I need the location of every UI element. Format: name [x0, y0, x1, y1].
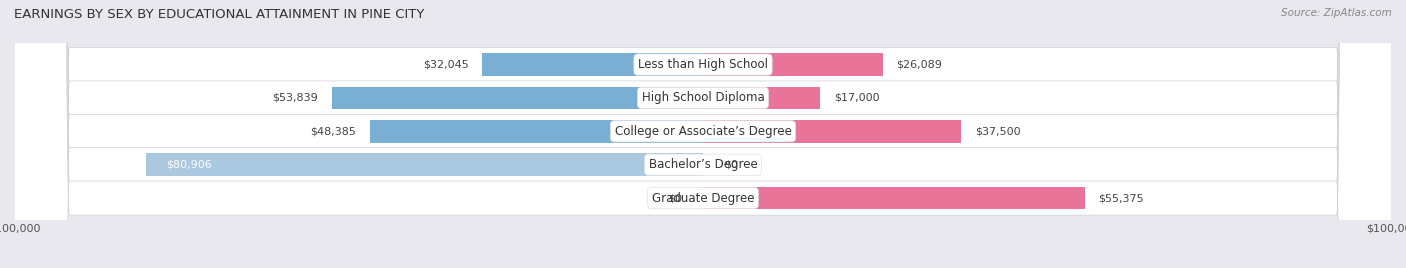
- Text: Source: ZipAtlas.com: Source: ZipAtlas.com: [1281, 8, 1392, 18]
- Bar: [146, 153, 703, 176]
- Text: Bachelor’s Degree: Bachelor’s Degree: [648, 158, 758, 171]
- Text: $55,375: $55,375: [1098, 193, 1144, 203]
- Bar: [703, 87, 820, 109]
- FancyBboxPatch shape: [14, 0, 1392, 268]
- FancyBboxPatch shape: [14, 0, 1392, 268]
- Text: $48,385: $48,385: [309, 126, 356, 136]
- Bar: [482, 53, 703, 76]
- Text: $0: $0: [724, 160, 738, 170]
- Text: High School Diploma: High School Diploma: [641, 91, 765, 105]
- Text: $80,906: $80,906: [166, 160, 212, 170]
- Bar: [703, 53, 883, 76]
- Text: $37,500: $37,500: [976, 126, 1021, 136]
- Text: $32,045: $32,045: [423, 59, 468, 70]
- Text: College or Associate’s Degree: College or Associate’s Degree: [614, 125, 792, 138]
- Bar: [370, 120, 703, 143]
- Text: Graduate Degree: Graduate Degree: [652, 192, 754, 204]
- Text: Less than High School: Less than High School: [638, 58, 768, 71]
- Text: $17,000: $17,000: [834, 93, 880, 103]
- Text: $0: $0: [668, 193, 682, 203]
- Text: $26,089: $26,089: [897, 59, 942, 70]
- FancyBboxPatch shape: [14, 0, 1392, 268]
- FancyBboxPatch shape: [14, 0, 1392, 268]
- Text: EARNINGS BY SEX BY EDUCATIONAL ATTAINMENT IN PINE CITY: EARNINGS BY SEX BY EDUCATIONAL ATTAINMEN…: [14, 8, 425, 21]
- Bar: [703, 120, 962, 143]
- Bar: [332, 87, 703, 109]
- FancyBboxPatch shape: [14, 0, 1392, 268]
- Text: $53,839: $53,839: [273, 93, 318, 103]
- Bar: [703, 187, 1084, 209]
